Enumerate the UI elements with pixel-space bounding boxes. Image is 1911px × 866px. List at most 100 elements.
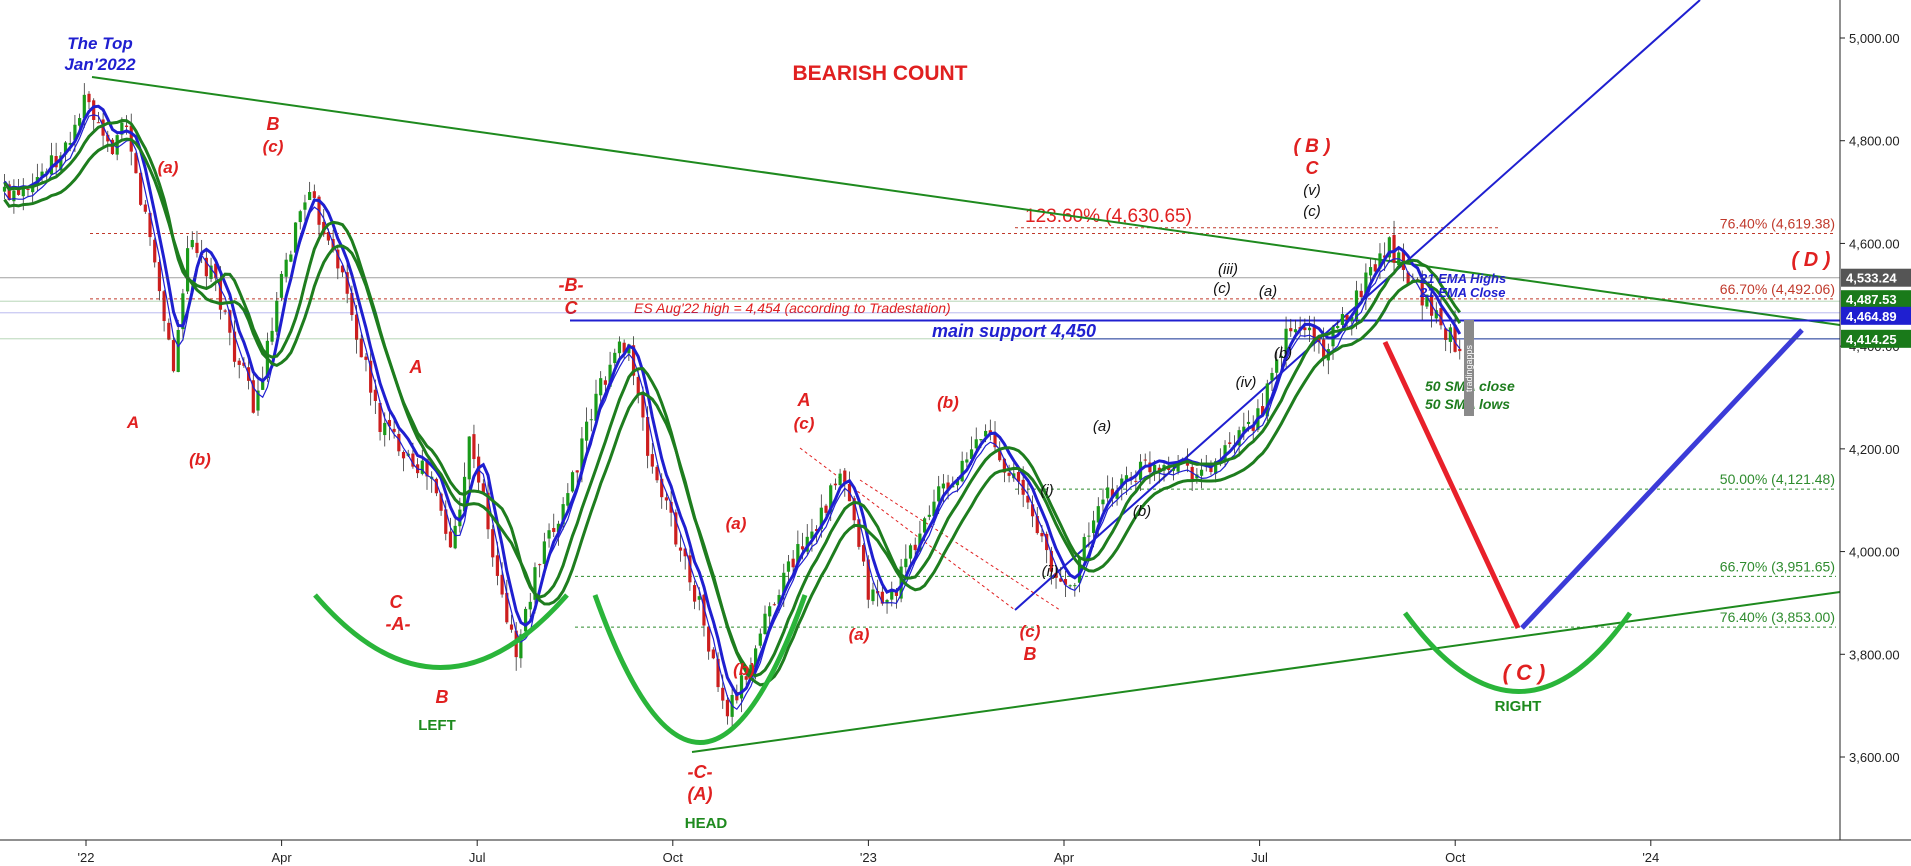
price-marker-label: 4,533.24	[1846, 271, 1897, 286]
candle-body	[552, 528, 556, 532]
x-tick-label: '24	[1642, 850, 1659, 865]
candle-body	[955, 479, 960, 486]
wave-label: ( C )	[1503, 660, 1546, 685]
candle-body	[1209, 464, 1213, 473]
candle-body	[829, 485, 833, 512]
moving-averages	[3, 104, 1462, 711]
candle-body	[650, 454, 654, 467]
candle-body	[1275, 359, 1279, 373]
y-tick-label: 3,800.00	[1849, 647, 1900, 662]
candle-body	[927, 514, 931, 517]
candle-body	[599, 378, 603, 396]
wave-label: (v)	[1303, 182, 1321, 199]
x-tick-label: Apr	[271, 850, 292, 865]
fib-level-label: 66.70% (4,492.06)	[1720, 281, 1835, 297]
candle-body	[993, 432, 997, 448]
candle-body	[1425, 294, 1429, 307]
legend-label: 21 EMA Highs	[1419, 271, 1506, 286]
candle-body	[998, 449, 1002, 461]
candle-body	[1303, 327, 1307, 331]
candle-body	[190, 239, 194, 248]
candle-body	[1373, 264, 1377, 272]
candle-body	[261, 379, 265, 390]
candle-body	[880, 591, 884, 604]
x-tick-label: Jul	[469, 850, 486, 865]
candle-body	[439, 493, 443, 511]
candle-body	[448, 531, 453, 548]
candle-body	[73, 124, 77, 141]
candle-body	[669, 501, 673, 513]
candle-body	[913, 544, 917, 551]
x-tick-label: Oct	[663, 850, 684, 865]
candle-body	[1453, 324, 1457, 352]
candle-body	[716, 658, 720, 688]
candle-body	[1307, 327, 1312, 331]
wave-label: (iii)	[1218, 261, 1238, 278]
candle-body	[1368, 267, 1373, 276]
candle-body	[509, 624, 514, 630]
candle-body	[425, 459, 429, 477]
candle-body	[608, 364, 612, 387]
candle-body	[754, 648, 758, 668]
candle-body	[1153, 464, 1157, 472]
candle-body	[101, 119, 105, 136]
candle-body	[505, 592, 509, 623]
candle-body	[106, 134, 110, 142]
candle-body	[965, 459, 969, 463]
projection-arrows	[1382, 328, 1804, 630]
candle-body	[59, 155, 63, 171]
right-shoulder-arc	[1402, 611, 1633, 694]
y-tick-label: 5,000.00	[1849, 31, 1900, 46]
left-shoulder-arc	[313, 593, 569, 670]
wave-label: (A)	[688, 784, 713, 804]
candle-body	[434, 478, 438, 494]
candle-body	[857, 519, 861, 547]
candle-body	[660, 478, 664, 498]
candle-body	[364, 356, 368, 360]
candle-body	[312, 191, 316, 198]
pattern-label: LEFT	[418, 717, 456, 734]
candle-body	[899, 566, 903, 599]
extension-label: 123.60% (4,630.65)	[1025, 206, 1192, 227]
candle-body	[1077, 558, 1082, 583]
candle-body	[1392, 234, 1396, 263]
candle-body	[824, 505, 828, 513]
candle-body	[157, 262, 162, 292]
candle-body	[1260, 406, 1265, 416]
candle-body	[49, 155, 54, 175]
candle-body	[228, 310, 232, 333]
candle-body	[960, 460, 964, 482]
candle-body	[1030, 504, 1035, 517]
candle-body	[692, 585, 697, 602]
wave-label: B	[436, 687, 449, 707]
candle-body	[96, 122, 100, 124]
price-marker-label: 4,414.25	[1846, 332, 1897, 347]
candle-body	[556, 523, 561, 533]
wave-label: (iv)	[1236, 374, 1257, 391]
candle-body	[1293, 329, 1298, 333]
candle-body	[1401, 249, 1406, 270]
candle-body	[1059, 578, 1063, 582]
wave-label: C	[1306, 158, 1320, 178]
wave-label: (c)	[1303, 203, 1321, 220]
wave-label: -B-	[559, 275, 584, 295]
candle-body	[838, 473, 842, 486]
candle-body	[195, 242, 199, 254]
candle-body	[1448, 327, 1452, 342]
candle-body	[420, 460, 424, 474]
candle-body	[974, 439, 978, 449]
candle-body	[148, 212, 152, 238]
wave-label: (b)	[733, 660, 755, 679]
candle-body	[1143, 459, 1147, 461]
y-tick-label: 4,000.00	[1849, 545, 1900, 560]
candle-body	[678, 547, 683, 551]
candle-body	[1383, 255, 1387, 258]
candle-body	[800, 546, 805, 550]
candle-body	[932, 501, 936, 517]
candle-body	[153, 239, 157, 263]
candle-body	[1378, 253, 1382, 269]
candle-body	[923, 518, 927, 533]
candle-body	[908, 545, 913, 559]
